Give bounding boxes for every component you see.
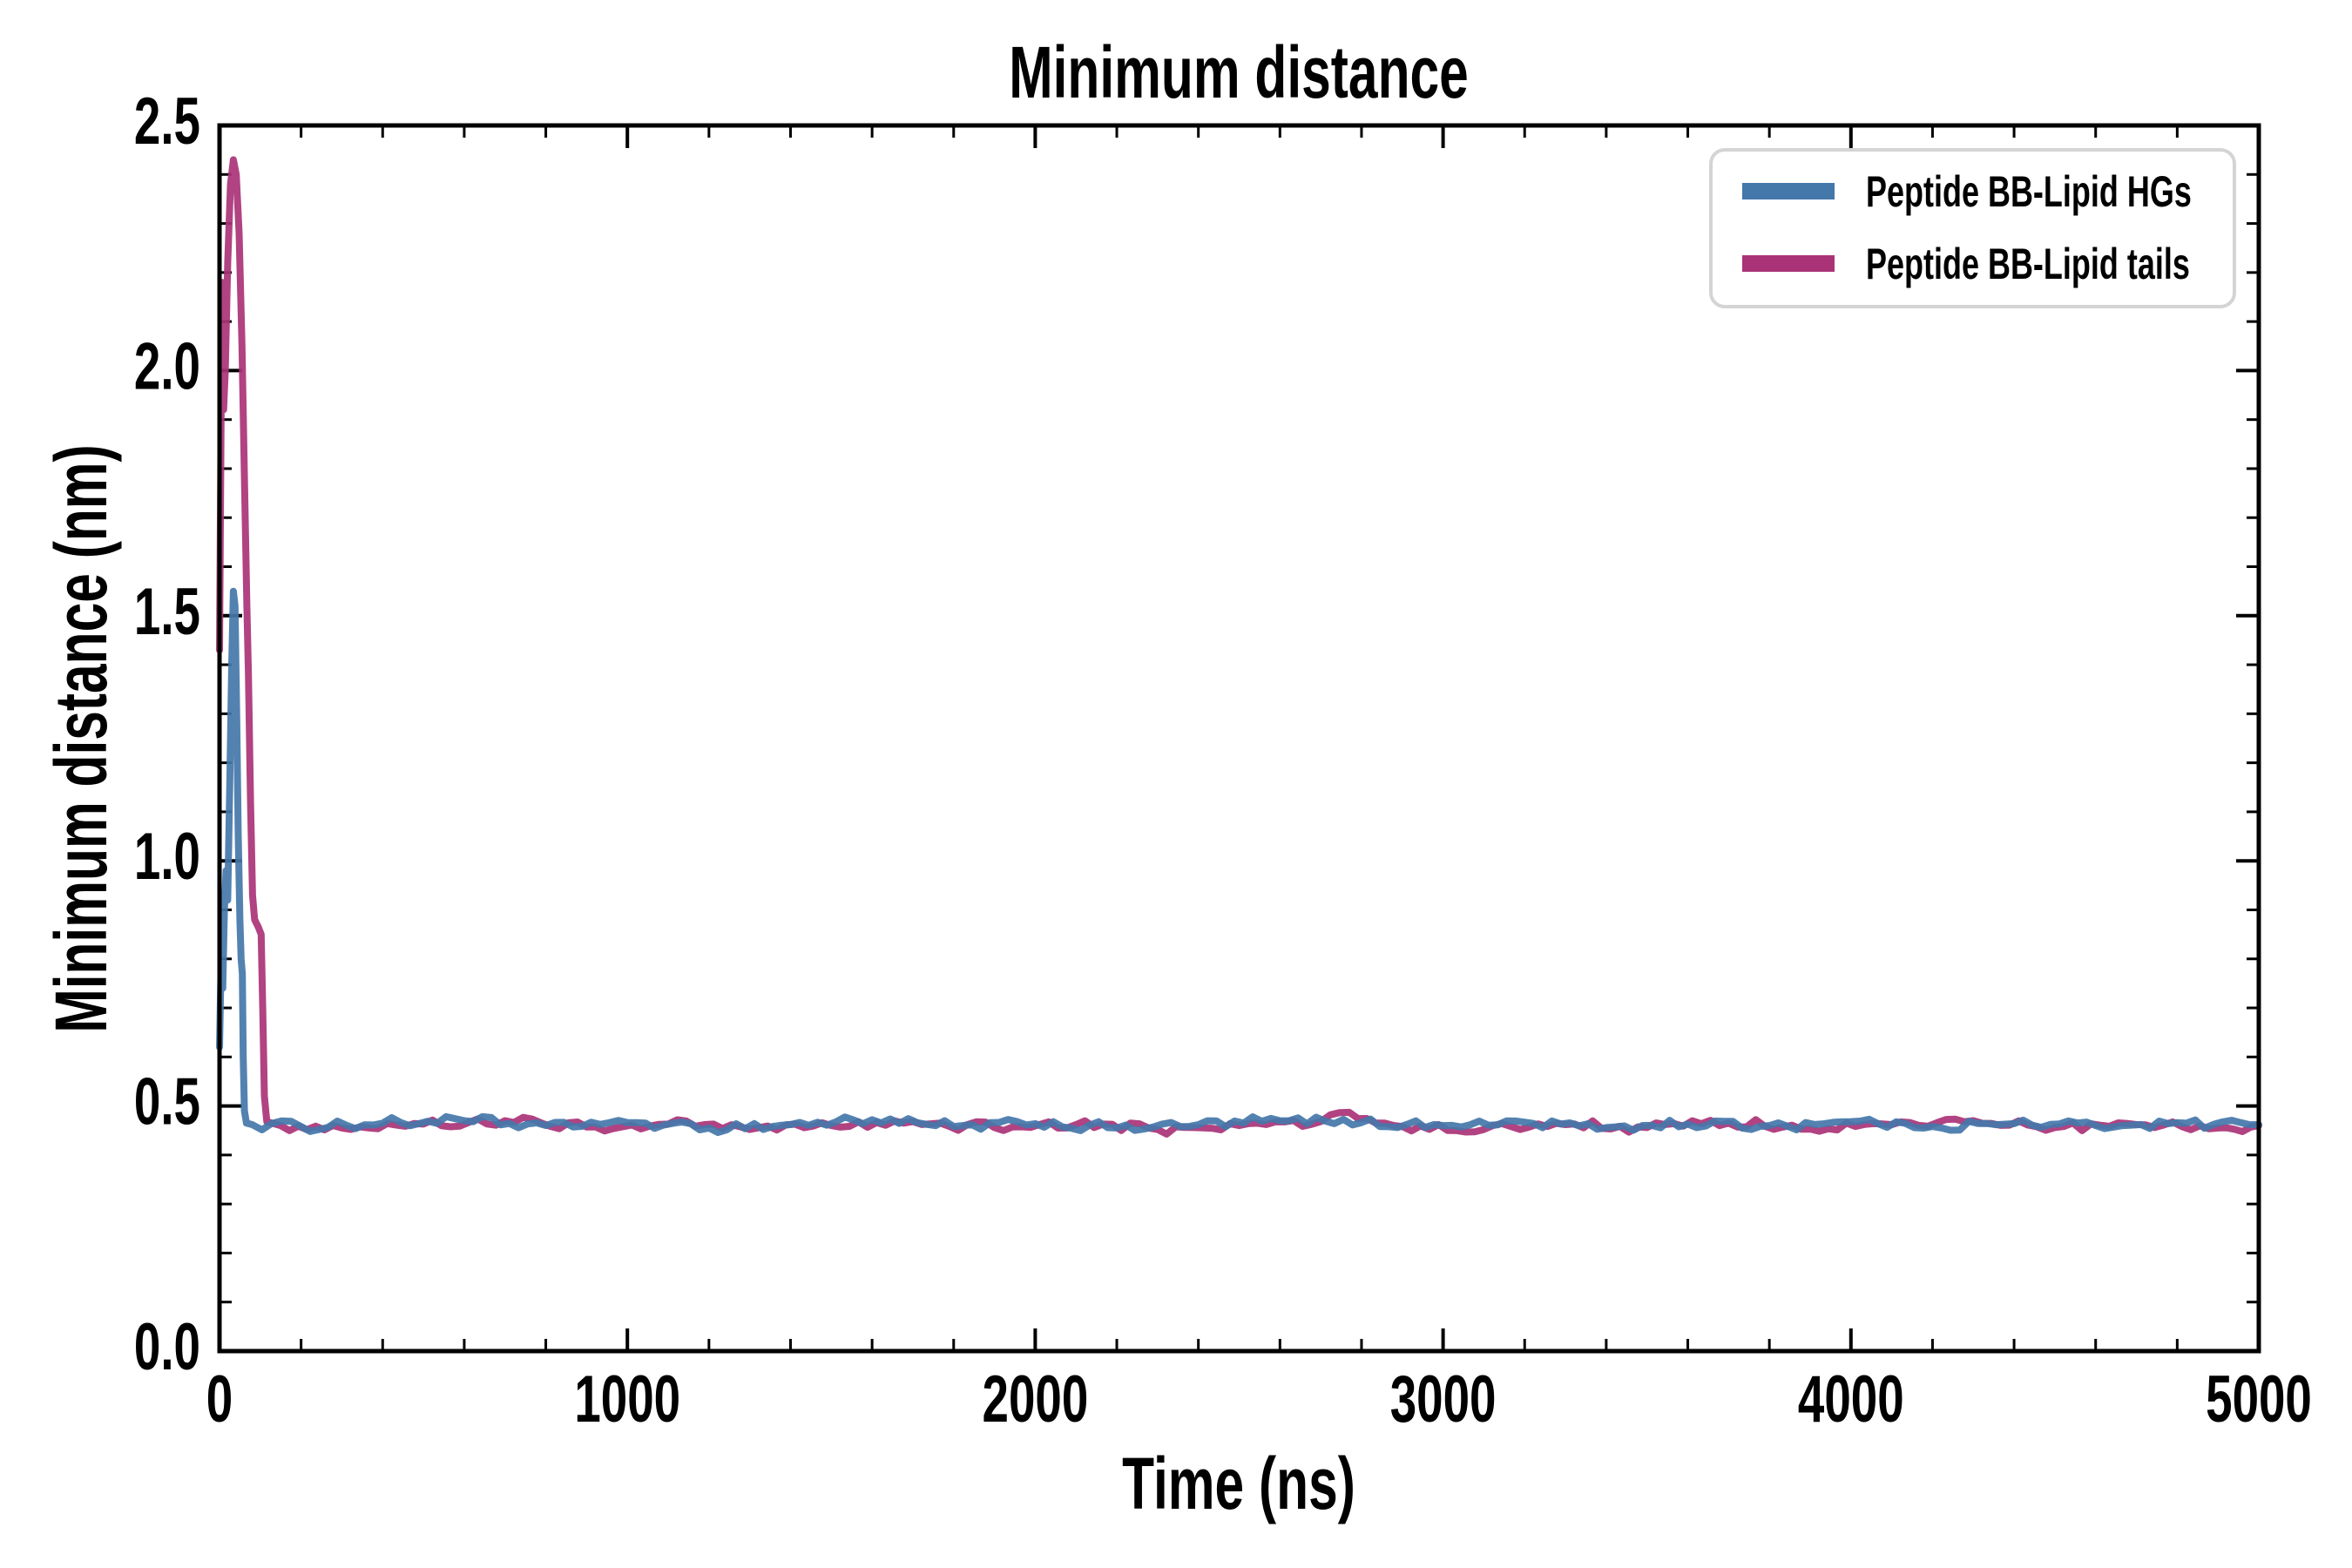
y-tick-label: 1.0 — [134, 820, 200, 894]
legend-box — [1709, 148, 2236, 308]
x-tick-label: 4000 — [1798, 1362, 1904, 1436]
series-lines — [216, 156, 2262, 1138]
chart-title: Minimum distance — [1009, 31, 1469, 113]
x-tick-label: 3000 — [1390, 1362, 1497, 1436]
legend-label-peptide-bb-lipid-hgs: Peptide BB-Lipid HGs — [1866, 168, 2192, 216]
x-tick-label: 5000 — [2206, 1362, 2312, 1436]
plot-frame — [217, 123, 2261, 1354]
x-tick-label: 0 — [206, 1362, 233, 1436]
series-line-peptide-bb-lipid-hgs — [216, 587, 2262, 1136]
x-tick-label: 2000 — [983, 1362, 1089, 1436]
x-axis-label: Time (ns) — [1122, 1443, 1355, 1524]
legend: Peptide BB-Lipid HGs Peptide BB-Lipid ta… — [1709, 148, 2236, 308]
legend-label-peptide-bb-lipid-tails: Peptide BB-Lipid tails — [1866, 240, 2190, 288]
y-tick-label: 0.5 — [134, 1065, 200, 1139]
x-tick-label: 1000 — [574, 1362, 680, 1436]
y-tick-label: 2.0 — [134, 330, 200, 404]
axis-tick-labels: 0 1000 2000 3000 4000 5000 0.0 0.5 1.0 1.5 2.0 2.5 — [134, 84, 2312, 1436]
y-tick-label: 0.0 — [134, 1310, 200, 1384]
y-tick-label: 1.5 — [134, 575, 200, 649]
y-tick-label: 2.5 — [134, 84, 200, 159]
y-axis-label: Minimum distance (nm) — [40, 444, 122, 1032]
axis-ticks — [218, 124, 2261, 1353]
legend-swatch-peptide-bb-lipid-hgs — [1742, 183, 1835, 199]
legend-swatch-peptide-bb-lipid-tails — [1742, 255, 1835, 272]
